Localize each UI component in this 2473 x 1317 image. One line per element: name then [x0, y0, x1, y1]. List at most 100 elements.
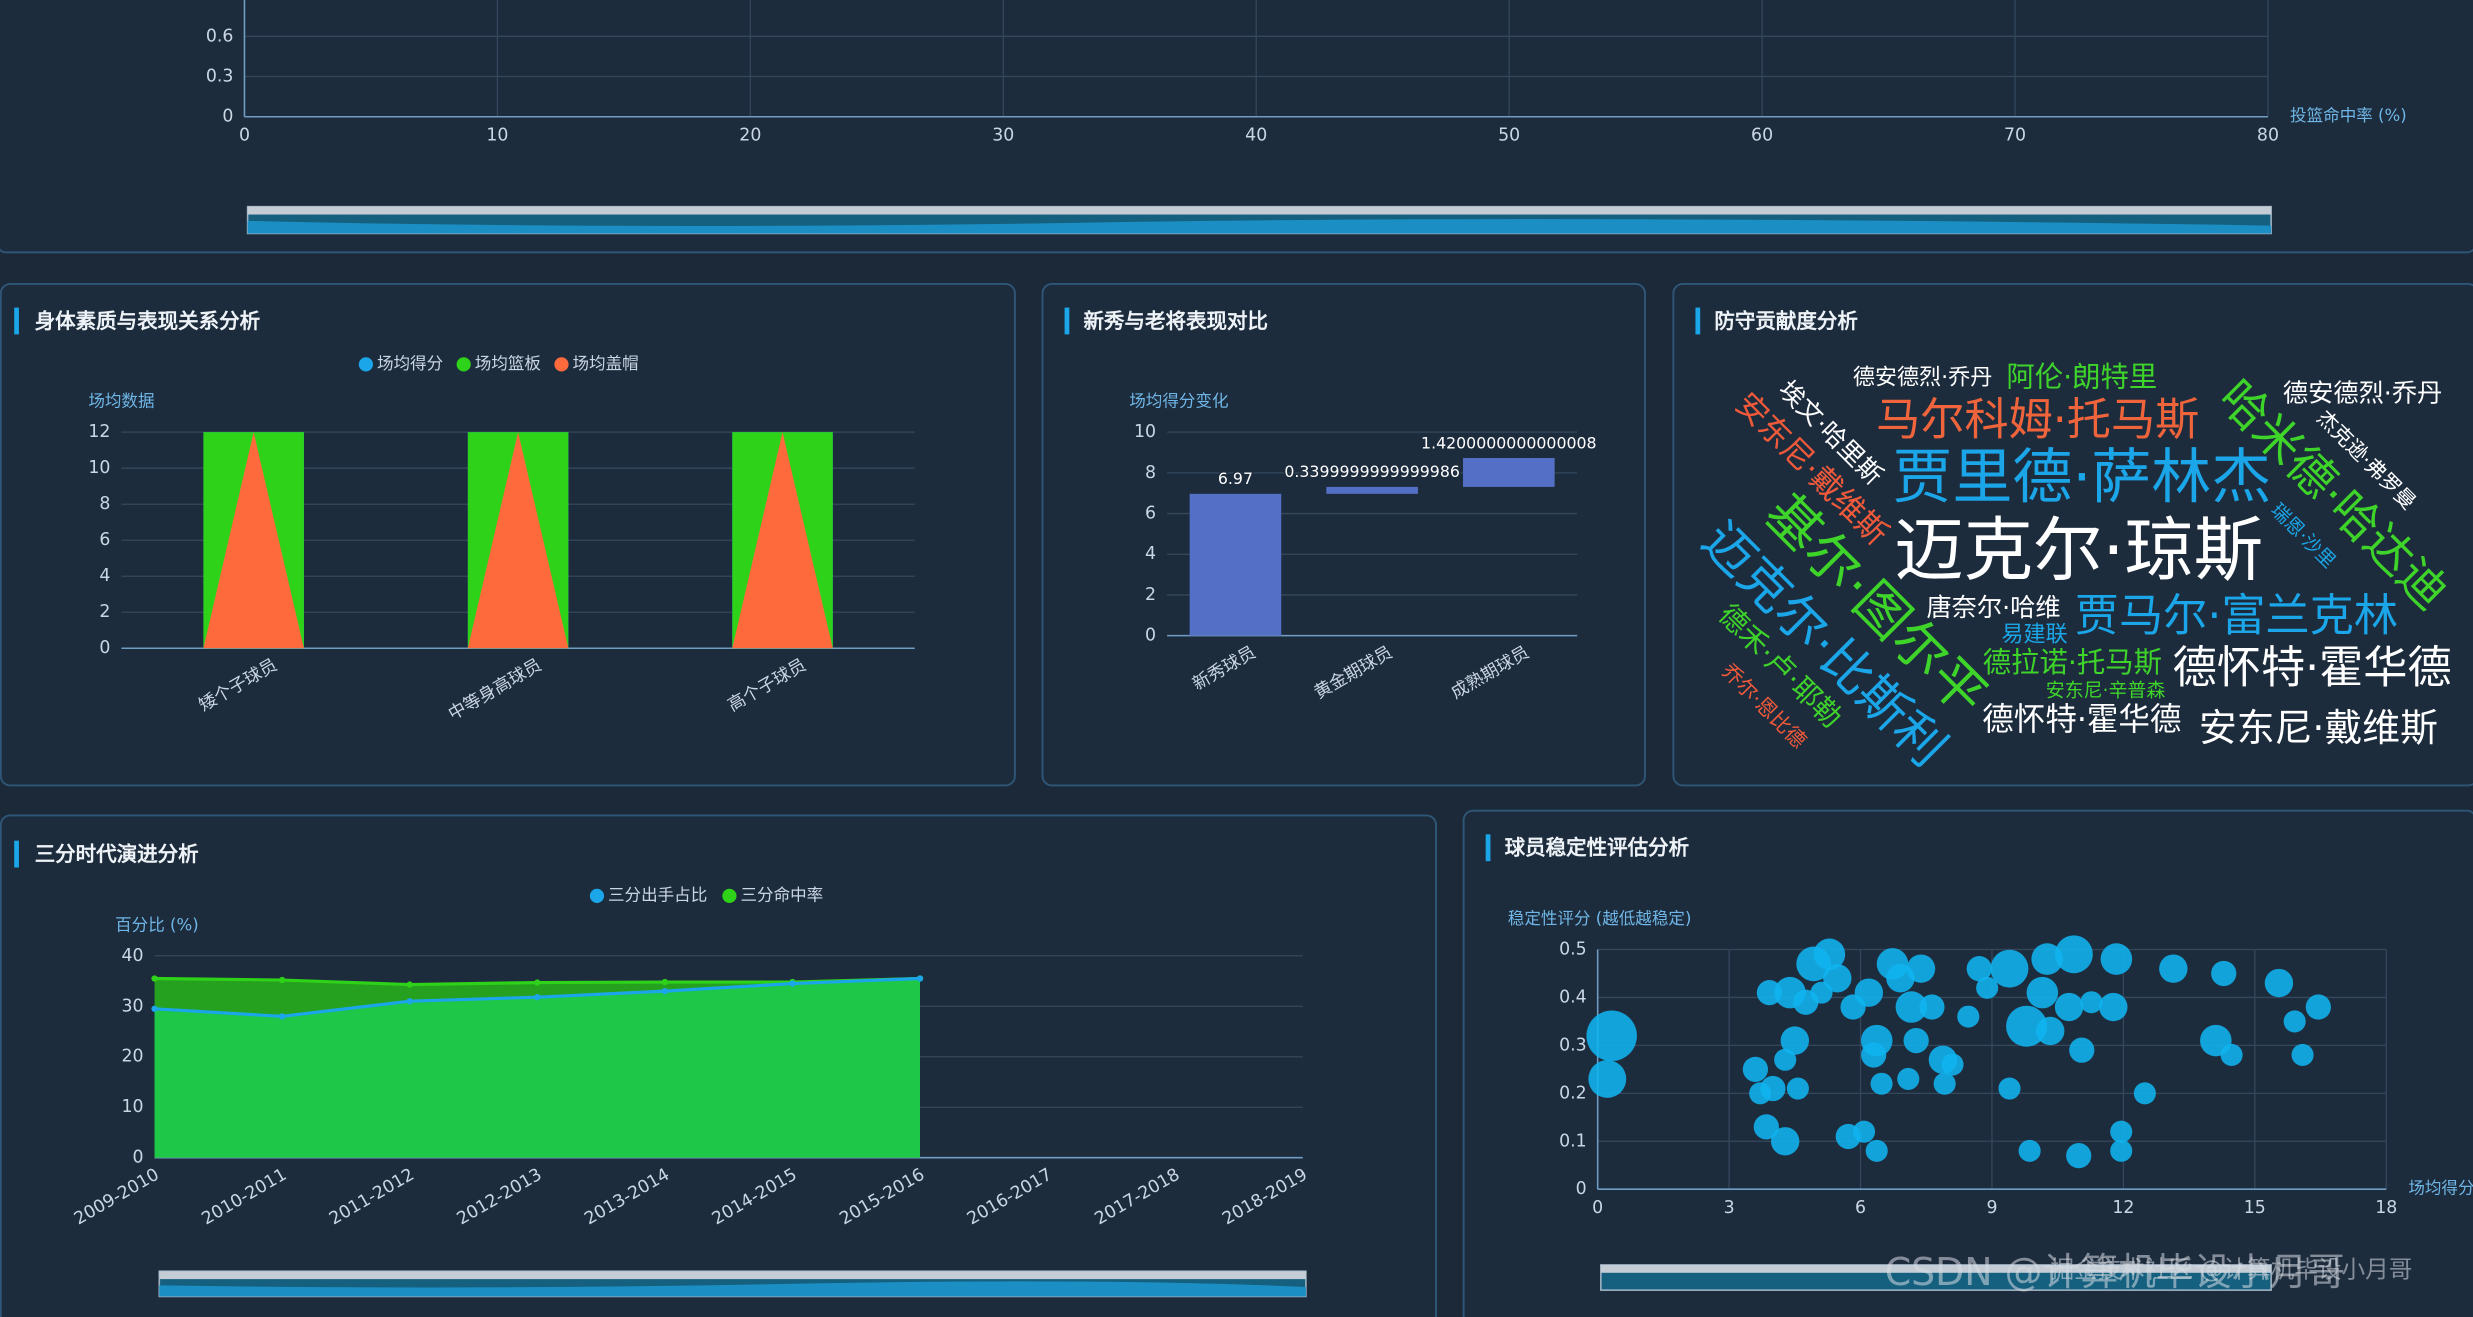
bubble [1941, 1053, 1964, 1076]
point [661, 978, 669, 986]
y-tick-label: 2 [1145, 585, 1156, 605]
y-tick-label: 6 [99, 530, 110, 550]
y-axis-label: 稳定性评分 (越低越稳定) [1508, 909, 1692, 928]
bubble [1742, 1056, 1769, 1082]
y-tick-label: 40 [121, 946, 143, 966]
bubble [1919, 994, 1945, 1020]
bubble [1753, 1114, 1779, 1140]
slider-handle-bar[interactable] [247, 206, 2272, 215]
x-tick-label: 3 [1724, 1198, 1735, 1218]
legend-label: 场均得分 [377, 354, 443, 373]
data-label: 6.97 [1218, 469, 1253, 488]
watermark: CSDN @计算机毕设小月哥 [1885, 1250, 2346, 1294]
bubble [2110, 1139, 2133, 1162]
bubble [1823, 964, 1852, 993]
bubble [1861, 1042, 1887, 1068]
word: 德安德烈·乔丹 [2283, 378, 2442, 407]
word: 安东尼·戴维斯 [2199, 706, 2438, 750]
bubble [1588, 1060, 1627, 1098]
bubble [1770, 1127, 1800, 1156]
y-tick-label: 0.5 [1559, 939, 1587, 959]
chart-title: 新秀与老将表现对比 [1084, 309, 1269, 333]
bubble [2264, 968, 2294, 998]
bubble [1933, 1072, 1956, 1095]
y-axis-label: 场均得分变化 [1129, 392, 1228, 411]
y-tick-label: 2 [99, 602, 110, 622]
y-tick-label: 8 [1145, 463, 1156, 483]
word: 德怀特·霍华德 [1982, 702, 2181, 738]
y-tick-label: 0.3 [1559, 1035, 1587, 1055]
word: 阿伦·朗特里 [2006, 361, 2157, 394]
bubble [1895, 991, 1928, 1023]
y-axis-label: 场均数据 [88, 392, 154, 411]
bubble [1957, 1005, 1980, 1028]
bar [1326, 486, 1418, 494]
legend-swatch [358, 357, 374, 372]
bubble [2283, 1010, 2306, 1033]
y-tick-label: 4 [99, 566, 110, 586]
legend-label: 场均篮板 [475, 354, 541, 373]
point [278, 1013, 286, 1020]
slider-handle-bar[interactable] [1600, 1264, 2272, 1273]
legend-swatch [722, 888, 737, 903]
title-accent [14, 307, 19, 335]
y-tick-label: 12 [88, 422, 110, 442]
x-tick-label: 80 [2257, 126, 2279, 146]
word: 安东尼·辛普森 [2046, 679, 2166, 701]
bubble [2080, 991, 2103, 1014]
x-tick-label: 50 [1498, 126, 1520, 146]
bubble [2018, 1139, 2041, 1162]
bubble [2305, 994, 2331, 1020]
point [151, 975, 158, 982]
x-tick-label: 9 [1986, 1198, 1997, 1218]
slider-handle-bar[interactable] [159, 1271, 1306, 1280]
bubble [2099, 992, 2128, 1022]
y-tick-label: 0.2 [1559, 1083, 1587, 1103]
y-tick-label: 20 [121, 1047, 143, 1067]
point [406, 981, 413, 988]
legend-label: 场均盖帽 [573, 354, 639, 373]
bubble [2054, 935, 2093, 974]
zoom-slider[interactable] [158, 1270, 1307, 1298]
bubble [2133, 1082, 2156, 1105]
x-tick-label: 18 [2375, 1198, 2397, 1218]
x-tick-label: 6 [1855, 1198, 1866, 1218]
bubble [2031, 943, 2063, 975]
area [154, 978, 921, 1158]
bubble [1976, 976, 1999, 999]
word: 德安德烈·乔丹 [1853, 366, 1993, 391]
chart-title: 身体素质与表现关系分析 [35, 309, 260, 333]
bubble [1586, 1010, 1637, 1062]
bubble [1780, 1026, 1810, 1055]
y-tick-label: 0 [222, 107, 233, 127]
x-tick-label: 0 [239, 126, 250, 146]
bubble [2026, 976, 2059, 1009]
bar [203, 432, 304, 649]
y-axis-label: 百分比 (%) [115, 915, 199, 934]
watermark: 掘金技术社区 @计算机毕设小月哥 [2050, 1256, 2412, 1284]
bubble [1865, 1139, 1888, 1162]
x-tick-label: 20 [739, 126, 761, 146]
chart-title: 球员稳定性评估分析 [1505, 836, 1690, 860]
zoom-slider[interactable] [1600, 1264, 2272, 1291]
x-tick-label: 40 [1245, 126, 1267, 146]
bubble [1774, 1048, 1797, 1071]
bubble [2069, 1037, 2095, 1063]
y-tick-label: 0 [132, 1148, 143, 1168]
zoom-slider[interactable] [246, 205, 2272, 235]
bar [467, 432, 569, 649]
bar [1463, 458, 1555, 487]
y-tick-label: 10 [1134, 422, 1156, 442]
bubble [2211, 960, 2237, 987]
y-tick-label: 30 [121, 996, 143, 1016]
bubble [1903, 1027, 1929, 1054]
bar [1189, 493, 1282, 636]
word: 马尔科姆·托马斯 [1876, 395, 2199, 446]
panel [0, 0, 2473, 254]
data-label: 1.4200000000000008 [1421, 433, 1597, 452]
legend-label: 三分命中率 [740, 885, 823, 904]
bar [732, 432, 833, 649]
x-tick-label: 30 [992, 126, 1014, 146]
bubble [2036, 1016, 2065, 1046]
